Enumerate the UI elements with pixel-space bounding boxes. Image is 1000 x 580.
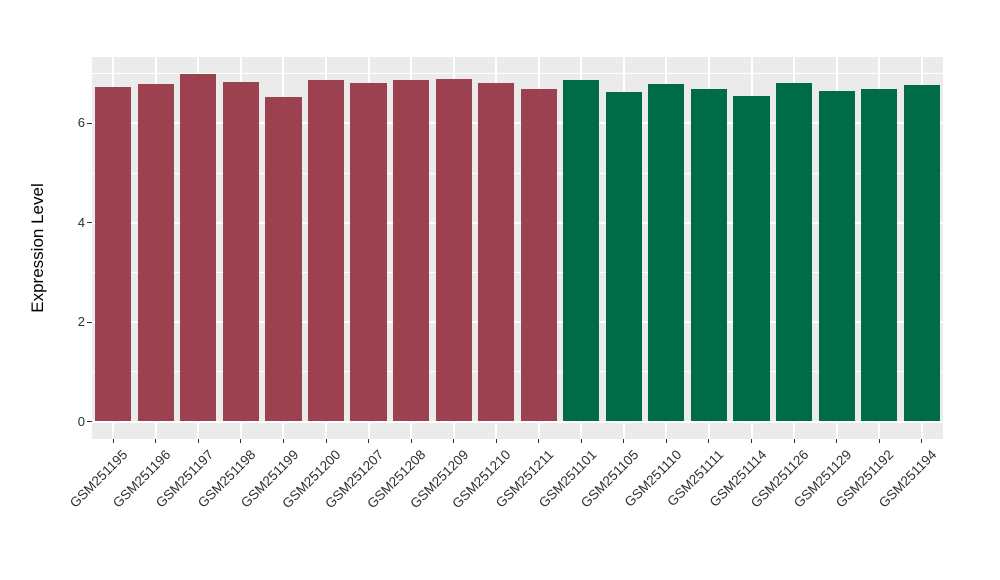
x-tick-mark [708, 439, 710, 443]
y-tick-label: 6 [77, 115, 85, 131]
x-tick-mark [623, 439, 625, 443]
bar-GSM251129 [818, 91, 855, 422]
plot-panel [92, 57, 943, 439]
x-tick-mark [155, 439, 157, 443]
y-axis-title: Expression Level [28, 183, 47, 313]
y-tick-mark [87, 222, 92, 224]
y-tick-label: 2 [77, 314, 85, 330]
x-tick-mark [410, 439, 412, 443]
bar-GSM251192 [861, 89, 898, 422]
bar-GSM251110 [648, 84, 685, 422]
x-tick-mark [751, 439, 753, 443]
bar-GSM251196 [137, 83, 174, 422]
y-tick-mark [87, 122, 92, 124]
gridline-major [92, 321, 943, 324]
y-tick-mark [87, 421, 92, 422]
gridline-minor [92, 271, 943, 273]
x-tick-mark [836, 439, 838, 443]
bar-GSM251114 [733, 95, 770, 422]
bar-GSM251200 [307, 79, 345, 422]
x-tick-mark [580, 439, 582, 443]
gridline-major [92, 122, 943, 125]
gridline-minor [92, 371, 943, 373]
bar-GSM251208 [393, 79, 430, 422]
x-tick-mark [495, 439, 497, 443]
y-tick-label: 4 [77, 214, 85, 230]
x-tick-mark [665, 439, 667, 443]
y-tick-label: 0 [77, 413, 85, 429]
x-tick-mark [197, 439, 199, 443]
x-tick-mark [368, 439, 370, 443]
gridline-minor [92, 172, 943, 174]
bar-GSM251126 [775, 82, 813, 422]
bar-GSM251210 [478, 82, 515, 422]
gridline-major [92, 420, 943, 423]
bar-GSM251105 [605, 91, 642, 422]
x-tick-mark [921, 439, 923, 443]
bar-GSM251197 [180, 73, 217, 422]
bar-GSM251207 [350, 82, 387, 422]
x-tick-mark [453, 439, 455, 443]
x-tick-mark [793, 439, 795, 443]
x-tick-mark [112, 439, 114, 443]
bar-GSM251194 [903, 84, 940, 422]
gridline-major [92, 221, 943, 224]
x-tick-mark [878, 439, 880, 443]
bar-GSM251101 [563, 79, 600, 422]
y-tick-mark [87, 321, 92, 323]
bar-GSM251199 [265, 96, 302, 422]
x-tick-mark [325, 439, 327, 443]
bar-GSM251209 [435, 78, 472, 422]
bar-GSM251195 [95, 86, 132, 422]
bar-GSM251111 [690, 88, 728, 422]
x-tick-mark [240, 439, 242, 443]
gridline-minor [92, 73, 943, 75]
x-tick-mark [538, 439, 540, 443]
x-tick-mark [282, 439, 284, 443]
bar-GSM251198 [222, 81, 259, 422]
bar-GSM251211 [520, 89, 557, 422]
